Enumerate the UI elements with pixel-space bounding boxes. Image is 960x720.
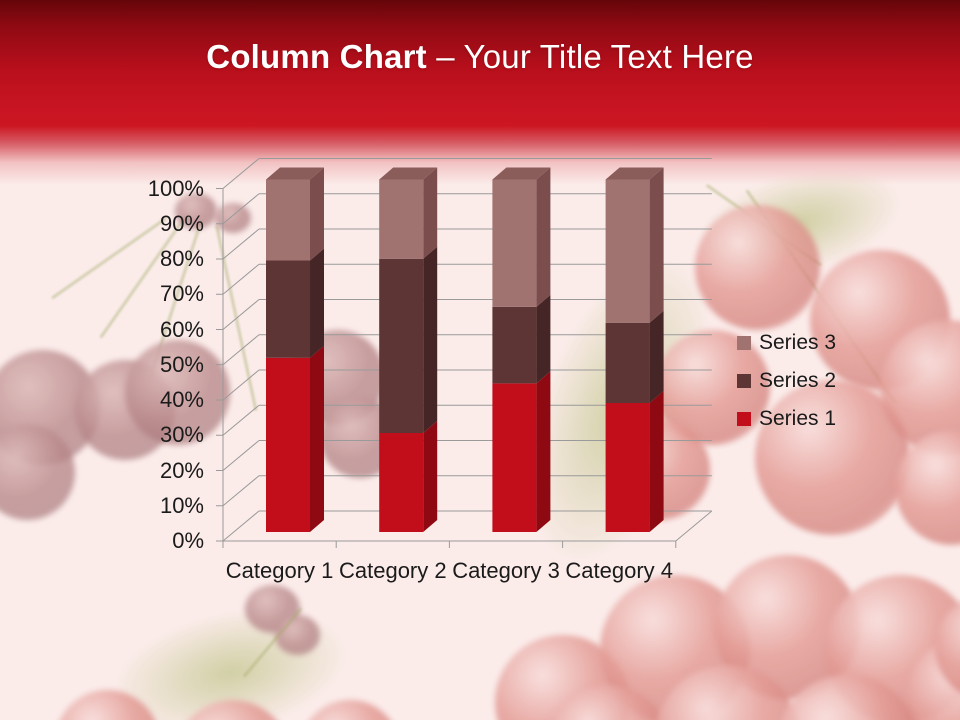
legend-swatch-icon <box>737 336 751 350</box>
bar-segment-front <box>492 306 537 384</box>
slide-title-bold: Column Chart <box>206 38 427 75</box>
y-axis-tick-label: 0% <box>172 528 204 553</box>
bar-segment-side <box>536 294 551 384</box>
y-axis-tick-label: 100% <box>147 175 204 201</box>
gridline-depth <box>222 228 260 260</box>
bar-segment-side <box>423 246 438 433</box>
legend-label: Series 1 <box>759 407 837 430</box>
title-banner <box>0 0 960 185</box>
bar-segment-front <box>379 432 424 532</box>
y-axis-tick-label: 90% <box>159 210 204 236</box>
floor-right-edge <box>675 510 713 542</box>
gridline-depth <box>222 263 260 295</box>
bar-segment-side <box>310 167 324 261</box>
bar-segment-top <box>492 167 551 180</box>
bar-segment-front <box>266 357 310 532</box>
bar-segment-top <box>266 167 324 180</box>
y-axis-tick-label: 80% <box>159 246 204 271</box>
cherry <box>215 203 251 233</box>
bar-segment-front <box>492 383 537 532</box>
bar-segment-side <box>649 391 664 532</box>
x-axis-category-label: Category 1 <box>225 558 334 583</box>
bar-segment-front <box>379 179 424 259</box>
bar-segment-side <box>536 371 551 532</box>
x-axis-category-label: Category 2 <box>338 558 447 583</box>
gridline-depth <box>222 510 260 542</box>
legend-label: Series 2 <box>759 369 837 392</box>
gridline-depth <box>222 193 260 225</box>
y-axis-tick-label: 20% <box>159 457 204 483</box>
chart-legend: Series 3 Series 2 Series 1 <box>737 331 836 431</box>
y-axis-tick-label: 70% <box>159 281 204 307</box>
bar-segment-side <box>310 248 324 358</box>
gridline-depth <box>222 475 260 507</box>
gridline-depth <box>222 299 260 330</box>
y-axis-tick-label: 40% <box>159 387 204 412</box>
bar-segment-front <box>605 179 650 323</box>
gridline-depth <box>222 440 260 471</box>
cherry <box>695 205 820 330</box>
slide-title[interactable]: Column Chart – Your Title Text Here <box>0 38 960 76</box>
bar-segment-side <box>423 167 438 259</box>
legend-item: Series 2 <box>737 369 836 393</box>
cherry <box>175 193 217 229</box>
bar-segment-front <box>266 260 310 358</box>
bar-segment-front <box>605 322 650 404</box>
cherry <box>275 615 320 655</box>
bar-segment-front <box>605 403 650 532</box>
bar-segment-top <box>605 167 664 180</box>
y-axis-tick-label: 50% <box>159 351 204 377</box>
gridline-depth <box>222 334 260 366</box>
legend-item: Series 1 <box>737 407 836 431</box>
y-axis-tick-label: 30% <box>159 422 204 448</box>
legend-swatch-icon <box>737 412 751 426</box>
gridline-depth <box>222 404 260 436</box>
bar-segment-front <box>379 258 424 433</box>
bar-segment-front <box>492 179 537 307</box>
y-axis-tick-label: 10% <box>159 492 204 518</box>
legend-swatch-icon <box>737 374 751 388</box>
legend-label: Series 3 <box>759 331 837 354</box>
bar-segment-side <box>649 310 664 404</box>
x-axis-category-label: Category 3 <box>452 558 560 583</box>
slide-title-rest: – Your Title Text Here <box>426 38 754 75</box>
gridline-depth <box>222 158 260 189</box>
x-axis-category-label: Category 4 <box>565 558 673 583</box>
gridline-depth <box>222 369 260 401</box>
cherry <box>125 340 230 445</box>
cherry <box>0 425 75 520</box>
legend-item: Series 3 <box>737 331 836 355</box>
bar-segment-front <box>266 179 310 261</box>
bar-segment-side <box>536 167 551 307</box>
bar-segment-side <box>423 420 438 532</box>
y-axis-tick-label: 60% <box>159 316 204 342</box>
bar-segment-side <box>310 345 324 532</box>
bar-segment-top <box>379 167 438 180</box>
bar-segment-side <box>649 167 664 323</box>
